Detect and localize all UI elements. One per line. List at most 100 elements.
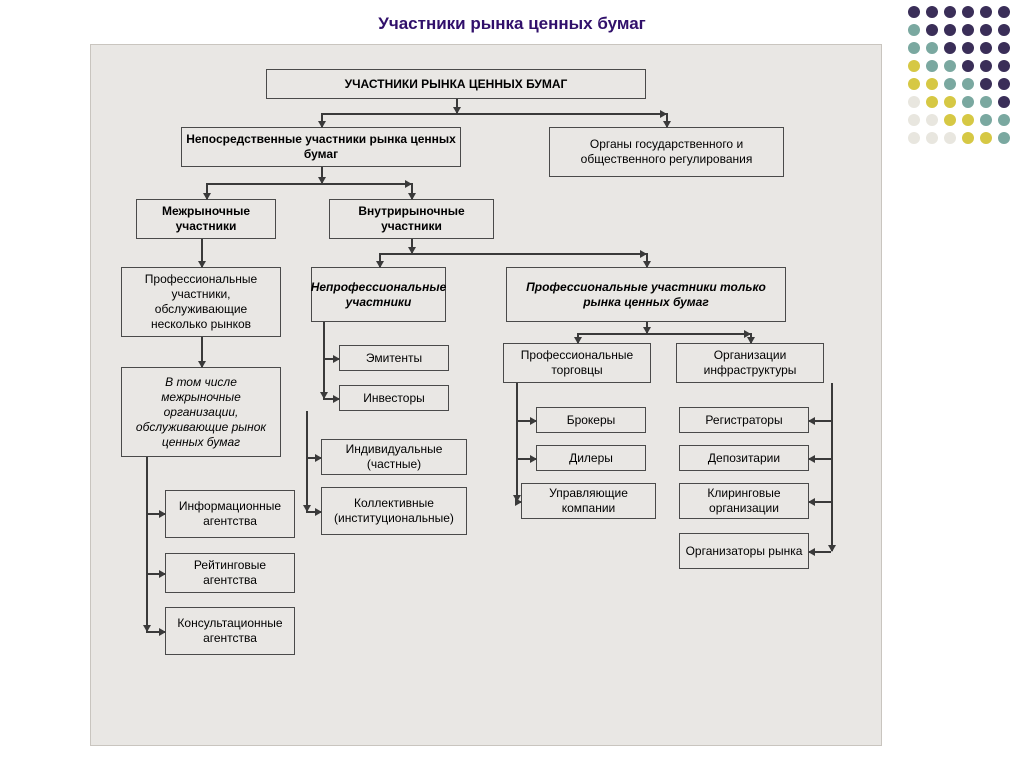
connector xyxy=(809,420,831,422)
dot-icon xyxy=(980,78,992,90)
node-consult_ag: Консультационные агентства xyxy=(165,607,295,655)
decor-dots xyxy=(908,6,1014,148)
dot-icon xyxy=(998,96,1010,108)
dot-icon xyxy=(998,114,1010,126)
connector xyxy=(323,358,339,360)
dot-icon xyxy=(944,6,956,18)
connector xyxy=(323,398,339,400)
node-prof_multi: Профессиональные участники, обслуживающи… xyxy=(121,267,281,337)
dot-icon xyxy=(962,6,974,18)
dot-icon xyxy=(962,114,974,126)
dot-icon xyxy=(926,96,938,108)
connector xyxy=(516,458,536,460)
node-infra: Организации инфраструктуры xyxy=(676,343,824,383)
node-collective: Коллективные (институциональные) xyxy=(321,487,467,535)
connector xyxy=(146,631,165,633)
connector xyxy=(379,253,381,267)
connector xyxy=(750,333,752,343)
connector xyxy=(646,322,648,333)
dot-icon xyxy=(944,42,956,54)
node-gov: Органы государственного и общественного … xyxy=(549,127,784,177)
node-managers: Управляющие компании xyxy=(521,483,656,519)
node-nonprof: Непрофессиональные участники xyxy=(311,267,446,322)
dot-icon xyxy=(926,60,938,72)
dot-icon xyxy=(908,132,920,144)
node-depos: Депозитарии xyxy=(679,445,809,471)
node-individual: Индивидуальные (частные) xyxy=(321,439,467,475)
node-info_ag: Информационные агентства xyxy=(165,490,295,538)
dot-icon xyxy=(908,24,920,36)
connector xyxy=(809,458,831,460)
node-root: УЧАСТНИКИ РЫНКА ЦЕННЫХ БУМАГ xyxy=(266,69,646,99)
connector xyxy=(146,513,165,515)
connector xyxy=(321,113,323,127)
connector xyxy=(321,113,666,115)
node-registrars: Регистраторы xyxy=(679,407,809,433)
connector xyxy=(577,333,750,335)
node-emitters: Эмитенты xyxy=(339,345,449,371)
connector xyxy=(201,337,203,367)
connector xyxy=(516,501,521,503)
connector xyxy=(321,167,323,183)
node-traders: Профессиональные торговцы xyxy=(503,343,651,383)
dot-icon xyxy=(962,96,974,108)
node-clearing: Клиринговые организации xyxy=(679,483,809,519)
dot-icon xyxy=(980,96,992,108)
dot-icon xyxy=(980,114,992,126)
connector xyxy=(646,253,648,267)
connector xyxy=(306,511,321,513)
dot-icon xyxy=(926,114,938,126)
dot-icon xyxy=(908,114,920,126)
node-organizers: Организаторы рынка xyxy=(679,533,809,569)
dot-icon xyxy=(944,60,956,72)
dot-icon xyxy=(908,42,920,54)
dot-icon xyxy=(998,24,1010,36)
dot-icon xyxy=(962,78,974,90)
node-inter_org: В том числе межрыночные организации, обс… xyxy=(121,367,281,457)
connector xyxy=(306,457,321,459)
node-dealers: Дилеры xyxy=(536,445,646,471)
connector xyxy=(146,457,148,631)
dot-icon xyxy=(926,42,938,54)
page-title: Участники рынка ценных бумаг xyxy=(0,0,1024,40)
connector xyxy=(831,383,833,551)
connector xyxy=(809,551,831,553)
connector xyxy=(379,253,646,255)
connector xyxy=(516,420,536,422)
connector xyxy=(323,322,325,398)
dot-icon xyxy=(980,24,992,36)
connector xyxy=(577,333,579,343)
dot-icon xyxy=(998,78,1010,90)
dot-icon xyxy=(962,24,974,36)
dot-icon xyxy=(980,6,992,18)
connector xyxy=(411,239,413,253)
node-direct: Непосредственные участники рынка ценных … xyxy=(181,127,461,167)
node-investors: Инвесторы xyxy=(339,385,449,411)
dot-icon xyxy=(926,78,938,90)
dot-icon xyxy=(980,42,992,54)
connector xyxy=(516,383,518,501)
connector xyxy=(201,239,203,267)
connector xyxy=(809,501,831,503)
connector xyxy=(306,411,308,511)
connector xyxy=(666,113,668,127)
node-intra: Внутрирыночные участники xyxy=(329,199,494,239)
connector xyxy=(146,573,165,575)
connector xyxy=(411,183,413,199)
dot-icon xyxy=(944,24,956,36)
dot-icon xyxy=(944,132,956,144)
dot-icon xyxy=(962,42,974,54)
connector xyxy=(206,183,208,199)
dot-icon xyxy=(944,96,956,108)
connector xyxy=(456,99,458,113)
node-brokers: Брокеры xyxy=(536,407,646,433)
dot-icon xyxy=(962,60,974,72)
node-inter: Межрыночные участники xyxy=(136,199,276,239)
node-rating_ag: Рейтинговые агентства xyxy=(165,553,295,593)
dot-icon xyxy=(908,78,920,90)
dot-icon xyxy=(998,60,1010,72)
node-prof_only: Профессиональные участники только рынка … xyxy=(506,267,786,322)
dot-icon xyxy=(980,132,992,144)
flowchart-canvas: УЧАСТНИКИ РЫНКА ЦЕННЫХ БУМАГ Непосредстве… xyxy=(90,44,882,746)
dot-icon xyxy=(908,96,920,108)
